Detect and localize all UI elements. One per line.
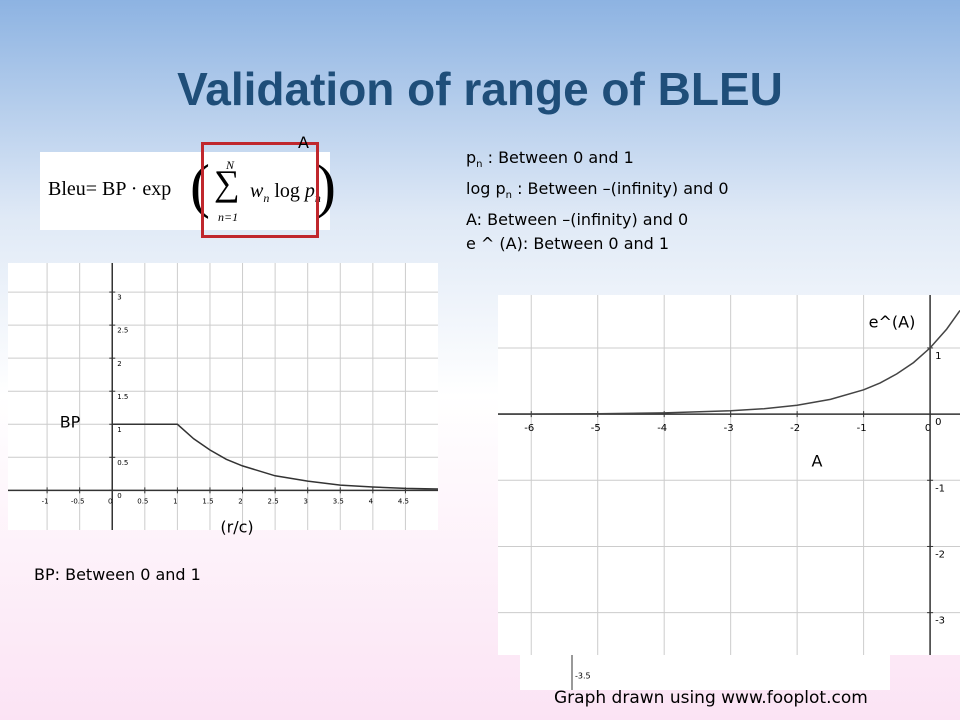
x-tick-label: -5 [591, 423, 601, 434]
y-tick-label: 2 [117, 360, 121, 368]
paren: ) [316, 153, 336, 219]
x-tick-label: -2 [790, 423, 800, 434]
sum: ∑ [214, 163, 240, 203]
plot-area [498, 295, 960, 655]
note-pre: A: Between –(infinity) and 0 [466, 210, 689, 230]
x-tick-label: 4.5 [398, 497, 409, 505]
y-tick-label: 0 [935, 417, 941, 428]
note-sub: n [476, 159, 483, 171]
x-tick-label: 1 [173, 497, 177, 505]
y-tick-label: 0.5 [117, 459, 128, 467]
x-tick-label: 0 [925, 423, 931, 434]
x-tick-label: 1.5 [202, 497, 213, 505]
y-tick-label: 0 [117, 492, 121, 500]
y-tick-label: -3 [935, 616, 945, 627]
w: w [250, 180, 264, 202]
formula-box: Bleu= BP · exp ( ) N ∑ n=1 wn log pn [40, 142, 336, 238]
x-tick-label: -4 [657, 423, 667, 434]
x-tick-label: -1 [857, 423, 867, 434]
plot-strip [520, 655, 890, 690]
notes: pn : Between 0 and 1 log pn : Between –(i… [466, 146, 729, 256]
title: Validation of range of BLEU [177, 63, 783, 115]
x-tick-label: 3.5 [333, 497, 344, 505]
curve [498, 309, 960, 415]
note-pre: e ^ (A): Between 0 and 1 [466, 234, 670, 254]
y-tick-label: 1 [117, 426, 121, 434]
y-tick-label: 2.5 [117, 327, 128, 335]
x-tick-label: -3 [724, 423, 734, 434]
x-tick-label: 0 [108, 497, 112, 505]
note-post: : Between 0 and 1 [482, 148, 634, 167]
bp-note: BP: Between 0 and 1 [34, 565, 201, 584]
x-tick-label: -0.5 [71, 497, 85, 505]
annotation: -3.5 [575, 672, 591, 681]
y-label: BP [60, 413, 81, 432]
paren: ( [190, 153, 210, 219]
curve [112, 423, 438, 490]
y-tick-label: -2 [935, 549, 945, 560]
x-label: (r/c) [220, 518, 253, 537]
x-tick-label: 2 [238, 497, 242, 505]
x-tick-label: -6 [524, 423, 534, 434]
note-post: : Between –(infinity) and 0 [511, 179, 729, 199]
p: p [304, 180, 315, 202]
highlight [201, 142, 319, 238]
y-tick-label: 3 [117, 294, 121, 302]
w-sub: n [263, 191, 270, 205]
y-tick-label: 1 [935, 351, 941, 362]
footer: Graph drawn using www.fooplot.com [554, 688, 868, 708]
note-sub: n [505, 190, 512, 202]
note-pre: p [466, 148, 477, 167]
x-tick-label: 3 [303, 497, 307, 505]
x-tick-label: -1 [42, 497, 49, 505]
note: e ^ (A): Between 0 and 1 [466, 232, 729, 256]
upper: N [226, 158, 235, 172]
y-label: e^(A) [869, 313, 916, 332]
x-tick-label: 0.5 [137, 497, 148, 505]
y-tick-label: 1.5 [117, 393, 128, 401]
note: pn : Between 0 and 1 [466, 146, 729, 177]
note: A: Between –(infinity) and 0 [466, 208, 729, 232]
formula-lhs: Bleu= BP · exp [48, 178, 172, 200]
y-tick-label: -1 [935, 483, 945, 494]
note: log pn : Between –(infinity) and 0 [466, 177, 729, 208]
formula-label: A [298, 133, 309, 152]
note-pre: log p [466, 179, 506, 199]
x-tick-label: 4 [369, 497, 374, 505]
x-tick-label: 2.5 [268, 497, 279, 505]
x-label: A [812, 452, 823, 471]
log: log [274, 180, 300, 202]
lower: n=1 [218, 210, 239, 224]
